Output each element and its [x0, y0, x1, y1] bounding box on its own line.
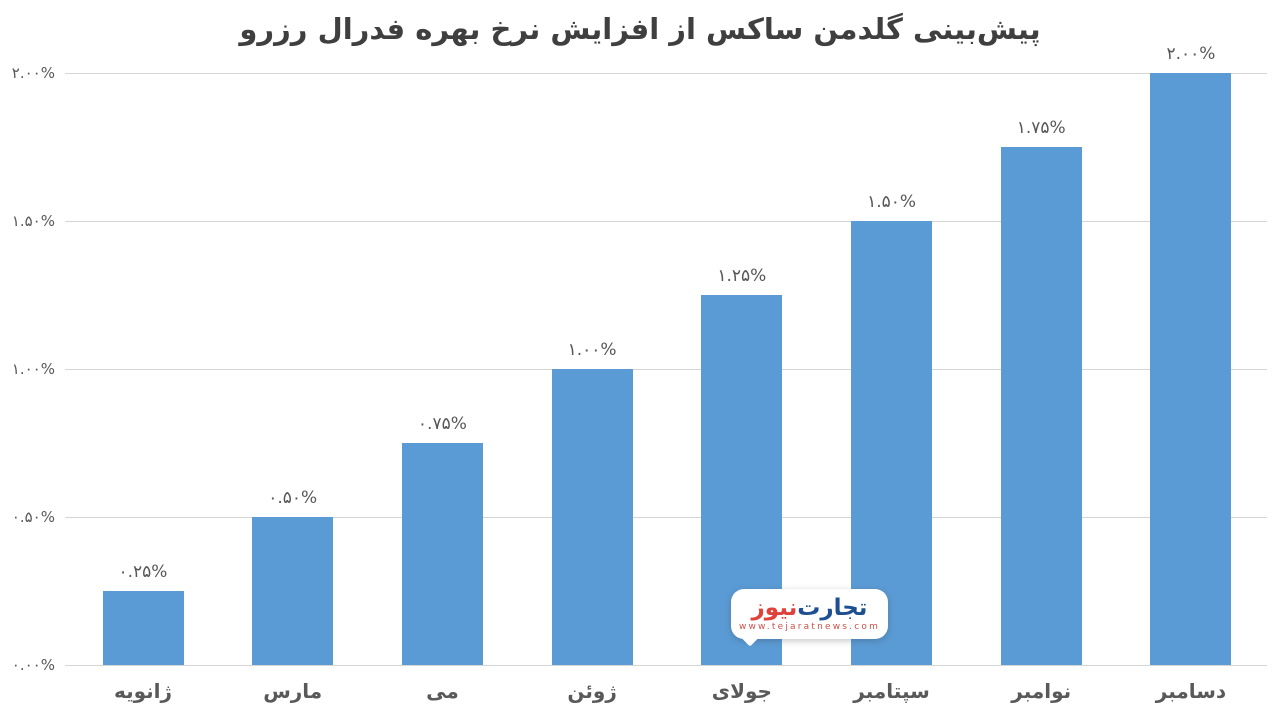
gridline [65, 220, 1267, 222]
bar [1000, 147, 1082, 665]
x-axis-category-label: ژانویه [113, 679, 173, 703]
x-axis-category-label: می [426, 679, 459, 703]
bar [551, 369, 633, 665]
tejaratnews-logo-watermark: تجارت‌نیوز www.tejaratnews.com [731, 589, 888, 647]
x-axis-category-label: جولای [711, 679, 772, 703]
chart-title: پیش‌بینی گلدمن ساکس از افزایش نرخ بهره ف… [239, 12, 1041, 46]
bar-value-label: ۲.۰۰% [1166, 44, 1216, 64]
y-axis-tick-label: ۰.۰۰% [11, 656, 55, 674]
gridline [65, 516, 1267, 518]
gridline [65, 664, 1267, 666]
bar [102, 591, 184, 665]
bar-value-label: ۰.۵۰% [268, 488, 318, 508]
y-axis-tick-label: ۰.۵۰% [11, 508, 55, 526]
bar [401, 443, 483, 665]
x-axis-category-label: مارس [263, 679, 323, 703]
bar-value-label: ۱.۰۰% [567, 340, 617, 360]
y-axis-tick-label: ۱.۰۰% [11, 360, 55, 378]
bar-value-label: ۱.۲۵% [717, 266, 767, 286]
logo-website-url: www.tejaratnews.com [738, 622, 881, 632]
x-axis-category-label: سپتامبر [853, 679, 930, 703]
gridline [65, 72, 1267, 74]
bar-value-label: ۰.۲۵% [118, 562, 168, 582]
gridline [65, 368, 1267, 370]
x-axis-category-label: نوامبر [1011, 679, 1072, 703]
bar [1150, 73, 1232, 665]
x-axis-category-label: ژوئن [567, 679, 617, 703]
bar-value-label: ۱.۷۵% [1016, 118, 1066, 138]
y-axis-tick-label: ۱.۵۰% [11, 212, 55, 230]
logo-word-news: نیوز [751, 595, 798, 621]
logo-word-tejarat: تجارت‌ [797, 595, 868, 621]
bar-value-label: ۱.۵۰% [867, 192, 917, 212]
y-axis-tick-label: ۲.۰۰% [11, 64, 55, 82]
x-axis-category-label: دسامبر [1155, 679, 1227, 703]
logo-brand-name: تجارت‌نیوز [752, 595, 868, 621]
bar [252, 517, 334, 665]
bar-value-label: ۰.۷۵% [417, 414, 467, 434]
